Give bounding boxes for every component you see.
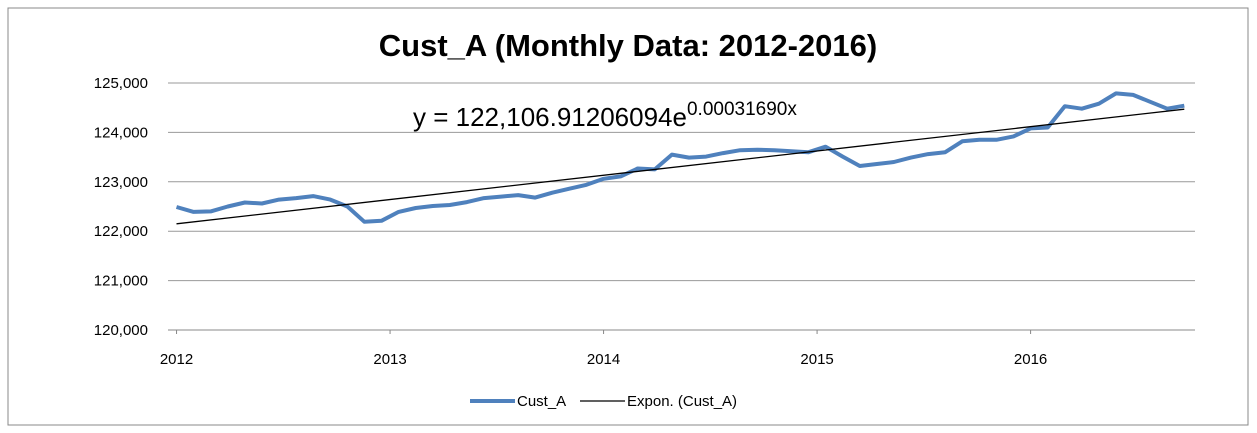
- equation-text: y = 122,106.91206094e: [413, 102, 687, 132]
- x-tick-label: 2013: [373, 351, 406, 368]
- legend-label: Cust_A: [517, 393, 566, 410]
- x-tick-label: 2015: [800, 351, 833, 368]
- trend-equation: y = 122,106.91206094e0.00031690x: [413, 99, 797, 132]
- data-line: [175, 91, 1185, 224]
- y-tick-label: 123,000: [94, 174, 148, 191]
- y-tick-label: 121,000: [94, 273, 148, 290]
- y-tick-label: 122,000: [94, 223, 148, 240]
- equation-exponent: 0.00031690x: [687, 99, 797, 120]
- y-tick-label: 124,000: [94, 124, 148, 141]
- chart-title: Cust_A (Monthly Data: 2012-2016): [379, 28, 877, 63]
- legend-label: Expon. (Cust_A): [627, 393, 737, 410]
- trend-line: [176, 108, 1185, 225]
- y-tick-label: 125,000: [94, 75, 148, 92]
- y-tick-label: 120,000: [94, 322, 148, 339]
- chart-frame: [7, 7, 1249, 426]
- x-tick-label: 2012: [160, 351, 193, 368]
- x-tick-label: 2014: [587, 351, 620, 368]
- x-tick-label: 2016: [1014, 351, 1047, 368]
